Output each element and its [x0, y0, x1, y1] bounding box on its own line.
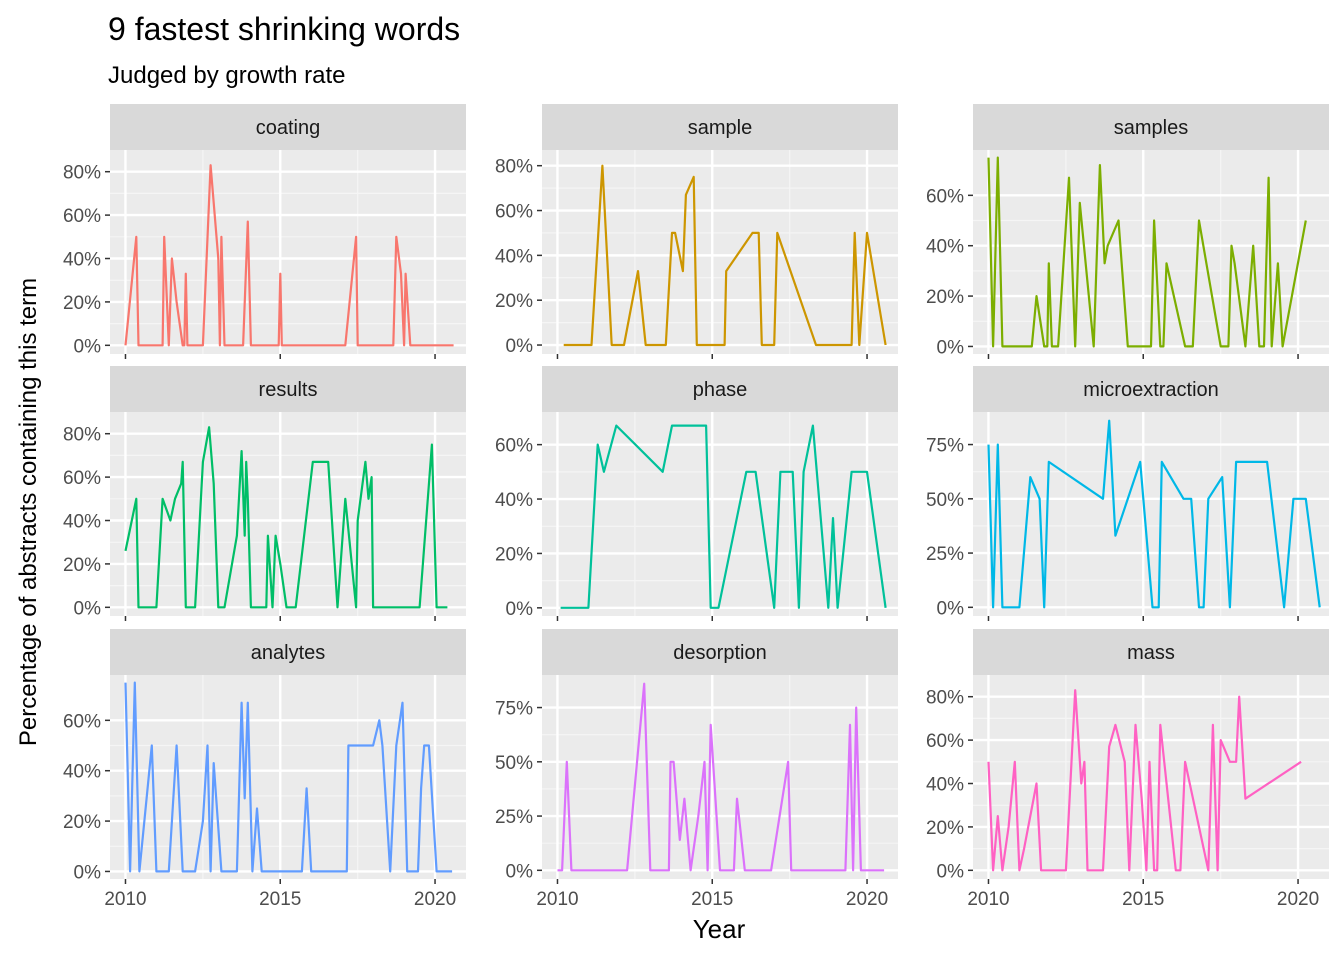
y-tick-label: 20%	[926, 287, 964, 308]
plot-background	[110, 675, 466, 879]
y-tick-label: 0%	[937, 598, 965, 619]
y-tick-label: 40%	[495, 490, 533, 511]
y-tick-label: 20%	[63, 293, 101, 314]
series-line-analytes	[124, 681, 453, 873]
chart-title: 9 fastest shrinking words	[108, 11, 460, 47]
x-tick-label: 2015	[691, 889, 733, 910]
facet-strip-label: desorption	[673, 642, 766, 664]
series-line-desorption	[557, 682, 885, 872]
series-line-mass	[987, 689, 1302, 872]
series-line-sample	[563, 164, 887, 347]
y-tick-label: 0%	[506, 336, 534, 357]
x-tick-label: 2020	[414, 889, 456, 910]
plot-background	[542, 412, 898, 616]
y-tick-label: 80%	[63, 425, 101, 446]
y-tick-label: 50%	[926, 490, 964, 511]
facet-strip-label: microextraction	[1083, 379, 1219, 401]
x-tick-label: 2015	[259, 889, 301, 910]
series-line-microextraction	[987, 419, 1321, 609]
panel-microextraction: microextraction 0% 25% 50% 75%	[926, 366, 1329, 621]
facet-strip	[973, 629, 1329, 675]
y-tick-label: 20%	[495, 544, 533, 565]
y-tick-label: 60%	[926, 731, 964, 752]
y-tick-label: 75%	[495, 699, 533, 720]
chart-subtitle: Judged by growth rate	[108, 62, 345, 89]
facet-strip-label: phase	[693, 379, 748, 401]
y-tick-label: 80%	[926, 688, 964, 709]
panel-analytes: analytes 0% 20% 40% 60% 2010 2015 2020	[63, 629, 466, 910]
series-line-phase	[560, 424, 887, 609]
x-tick-label: 2010	[104, 889, 146, 910]
y-tick-label: 0%	[74, 598, 102, 619]
y-tick-label: 60%	[63, 711, 101, 732]
facet-strip	[542, 366, 898, 412]
y-tick-label: 0%	[74, 336, 102, 357]
panel-samples: samples 0% 20% 40% 60%	[926, 104, 1329, 359]
y-tick-label: 40%	[63, 250, 101, 271]
facet-strip-label: mass	[1127, 642, 1175, 664]
facet-strip	[542, 104, 898, 150]
facet-panels: coating 0% 20% 40% 60% 80% sample 0% 20% 40% 60% 80…	[63, 104, 1329, 910]
plot-background	[542, 150, 898, 354]
facet-strip	[973, 104, 1329, 150]
y-tick-label: 80%	[63, 163, 101, 184]
y-tick-label: 80%	[495, 157, 533, 178]
series-line-coating	[124, 164, 454, 347]
facet-strip-label: samples	[1114, 117, 1188, 139]
x-tick-label: 2020	[1277, 889, 1319, 910]
y-tick-label: 40%	[495, 246, 533, 267]
y-tick-label: 25%	[926, 544, 964, 565]
y-tick-label: 0%	[937, 861, 965, 882]
panel-phase: phase 0% 20% 40% 60%	[495, 366, 898, 621]
series-line-samples	[987, 156, 1307, 348]
y-tick-label: 60%	[495, 202, 533, 223]
y-tick-label: 60%	[63, 468, 101, 489]
facet-strip-label: coating	[256, 117, 321, 139]
x-tick-label: 2010	[967, 889, 1009, 910]
facet-strip-label: results	[259, 379, 318, 401]
x-tick-label: 2020	[846, 889, 888, 910]
y-tick-label: 20%	[926, 818, 964, 839]
facet-strip	[110, 366, 466, 412]
facet-strip-label: sample	[688, 117, 752, 139]
y-tick-label: 20%	[495, 291, 533, 312]
x-tick-label: 2010	[536, 889, 578, 910]
y-tick-label: 40%	[926, 237, 964, 258]
plot-background	[110, 412, 466, 616]
y-tick-label: 40%	[926, 775, 964, 796]
facet-strip-label: analytes	[251, 642, 326, 664]
y-tick-label: 40%	[63, 762, 101, 783]
y-tick-label: 60%	[63, 206, 101, 227]
panel-results: results 0% 20% 40% 60% 80%	[63, 366, 466, 621]
y-tick-label: 0%	[506, 599, 534, 620]
panel-sample: sample 0% 20% 40% 60% 80%	[495, 104, 898, 359]
series-line-results	[124, 426, 448, 609]
facet-strip	[542, 629, 898, 675]
x-axis-label: Year	[693, 914, 746, 944]
plot-background	[542, 675, 898, 879]
y-tick-label: 60%	[926, 186, 964, 207]
y-tick-label: 50%	[495, 753, 533, 774]
x-tick-label: 2015	[1122, 889, 1164, 910]
y-tick-label: 60%	[495, 436, 533, 457]
y-axis-label: Percentage of abstracts containing this …	[15, 278, 42, 746]
panel-coating: coating 0% 20% 40% 60% 80%	[63, 104, 466, 359]
y-tick-label: 20%	[63, 812, 101, 833]
y-tick-label: 0%	[506, 861, 534, 882]
y-tick-label: 0%	[74, 862, 102, 883]
y-tick-label: 40%	[63, 512, 101, 533]
panel-desorption: desorption 0% 25% 50% 75% 2010 2015 2020	[495, 629, 898, 910]
facet-strip	[973, 366, 1329, 412]
y-tick-label: 75%	[926, 436, 964, 457]
y-tick-label: 20%	[63, 555, 101, 576]
panel-mass: mass 0% 20% 40% 60% 80% 2010 2015 2020	[926, 629, 1329, 910]
y-tick-label: 25%	[495, 807, 533, 828]
y-tick-label: 0%	[937, 337, 965, 358]
facet-strip	[110, 104, 466, 150]
facet-strip	[110, 629, 466, 675]
